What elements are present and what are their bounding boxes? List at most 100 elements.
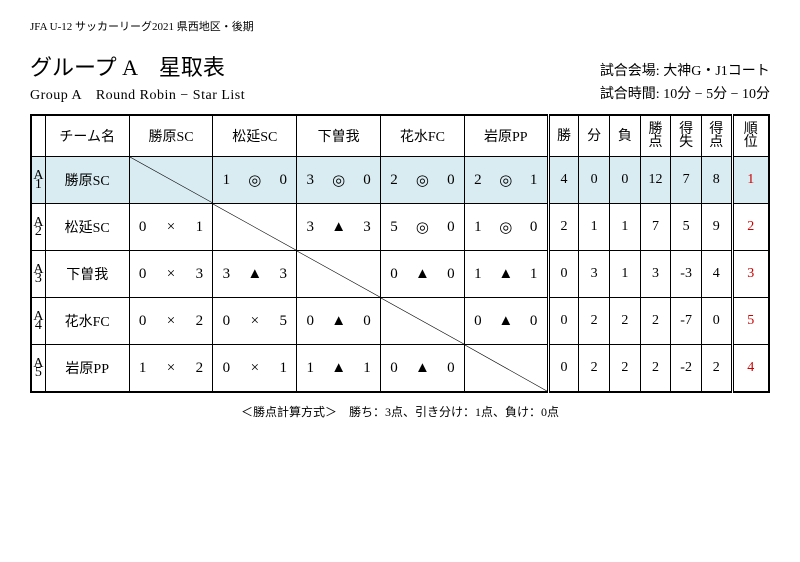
result-symbol: ◎: [248, 171, 261, 190]
score-for: 0: [136, 266, 150, 283]
score-for: 2: [387, 172, 401, 189]
meta-right: 試合会場: 大神G・J1コート 試合時間: 10分 − 5分 − 10分: [600, 57, 770, 106]
rank-cell: 2: [732, 204, 769, 251]
stat-cell: 1: [609, 251, 640, 298]
score-for: 5: [387, 219, 401, 236]
stat-cell: 5: [671, 204, 702, 251]
score-against: 2: [192, 360, 206, 377]
match-cell: 3 ◎ 0: [297, 157, 381, 204]
score-against: 0: [527, 219, 541, 236]
score-for: 0: [387, 266, 401, 283]
result-symbol: ◎: [499, 171, 512, 190]
score-for: 1: [303, 360, 317, 377]
match-cell: 0 ▲ 0: [464, 298, 548, 345]
venue-value: 大神G・J1コート: [663, 64, 770, 79]
score-against: 0: [444, 219, 458, 236]
team-name: 花水FC: [45, 298, 129, 345]
stat-cell: 0: [548, 345, 579, 393]
result-symbol: ▲: [415, 266, 430, 283]
row-index: A3: [31, 251, 45, 298]
stat-cell: 12: [640, 157, 671, 204]
hdr-opp: 岩原PP: [464, 115, 548, 157]
result-symbol: ×: [251, 360, 259, 377]
score-for: 3: [303, 219, 317, 236]
hdr-stat: 勝: [548, 115, 579, 157]
table-row: A1勝原SC1◎03◎02◎02◎140012781: [31, 157, 769, 204]
time-line: 試合時間: 10分 − 5分 − 10分: [600, 83, 770, 103]
stat-cell: 2: [548, 204, 579, 251]
result-symbol: ◎: [499, 218, 512, 237]
match-cell: 0▲0: [381, 251, 465, 298]
match-cell: 2◎0: [381, 157, 465, 204]
stat-cell: 9: [701, 204, 732, 251]
stat-cell: -7: [671, 298, 702, 345]
match-cell: 1▲1: [464, 251, 548, 298]
match-cell: 5◎0: [381, 204, 465, 251]
time-label: 試合時間:: [600, 87, 660, 102]
score-for: 2: [471, 172, 485, 189]
result-symbol: ▲: [415, 360, 430, 377]
score-against: 1: [276, 360, 290, 377]
stat-cell: 4: [548, 157, 579, 204]
match-cell: 1▲1: [297, 345, 381, 393]
titles-left: グループ A 星取表 Group A Round Robin − Star Li…: [30, 44, 245, 114]
stat-cell: 7: [640, 204, 671, 251]
self-cell: [129, 157, 213, 204]
team-name: 松延SC: [45, 204, 129, 251]
result-symbol: ▲: [247, 266, 262, 283]
stat-cell: 0: [548, 298, 579, 345]
table-row: A2松延SC0×13▲35◎01◎02117592: [31, 204, 769, 251]
rank-cell: 5: [732, 298, 769, 345]
score-for: 3: [303, 172, 317, 189]
stat-cell: 2: [640, 298, 671, 345]
match-cell: 0×1: [129, 204, 213, 251]
hdr-rank: 順位: [732, 115, 769, 157]
hdr-opp: 花水FC: [381, 115, 465, 157]
hdr-stat: 得点: [701, 115, 732, 157]
stat-cell: 0: [609, 157, 640, 204]
team-name: 勝原SC: [45, 157, 129, 204]
stat-cell: 8: [701, 157, 732, 204]
stat-cell: 7: [671, 157, 702, 204]
stat-cell: 0: [579, 157, 610, 204]
row-index: A2: [31, 204, 45, 251]
match-cell: 0 × 1: [213, 345, 297, 393]
team-name: 下曽我: [45, 251, 129, 298]
match-cell: 0▲0: [297, 298, 381, 345]
match-cell: 0×5: [213, 298, 297, 345]
stat-cell: 0: [701, 298, 732, 345]
result-symbol: ×: [167, 360, 175, 377]
result-symbol: ×: [167, 313, 175, 330]
stat-cell: 4: [701, 251, 732, 298]
title-en: Group A Round Robin − Star List: [30, 84, 245, 104]
score-for: 3: [219, 266, 233, 283]
hdr-idx: [31, 115, 45, 157]
team-name: 岩原PP: [45, 345, 129, 393]
score-for: 0: [219, 360, 233, 377]
score-against: 0: [360, 313, 374, 330]
rank-cell: 1: [732, 157, 769, 204]
score-for: 0: [387, 360, 401, 377]
score-against: 0: [276, 172, 290, 189]
hdr-stat: 得失: [671, 115, 702, 157]
match-cell: 3▲3: [297, 204, 381, 251]
result-symbol: ▲: [498, 266, 513, 283]
hdr-team: チーム名: [45, 115, 129, 157]
stat-cell: 2: [609, 298, 640, 345]
result-symbol: ◎: [332, 171, 345, 190]
stat-cell: 3: [640, 251, 671, 298]
time-value: 10分 − 5分 − 10分: [663, 87, 770, 102]
score-for: 0: [471, 313, 485, 330]
score-against: 0: [360, 172, 374, 189]
table-row: A5岩原PP1×20×11▲10▲00222-224: [31, 345, 769, 393]
score-against: 0: [527, 313, 541, 330]
score-for: 1: [471, 219, 485, 236]
result-symbol: ▲: [331, 313, 346, 330]
row-index: A4: [31, 298, 45, 345]
header-row-table: チーム名 勝原SC 松延SC 下曽我 花水FC 岩原PP 勝 分 負 勝点 得失…: [31, 115, 769, 157]
stat-cell: 2: [701, 345, 732, 393]
match-cell: 1◎0: [213, 157, 297, 204]
stat-cell: 2: [579, 298, 610, 345]
stat-cell: 2: [579, 345, 610, 393]
result-symbol: ▲: [498, 313, 513, 330]
